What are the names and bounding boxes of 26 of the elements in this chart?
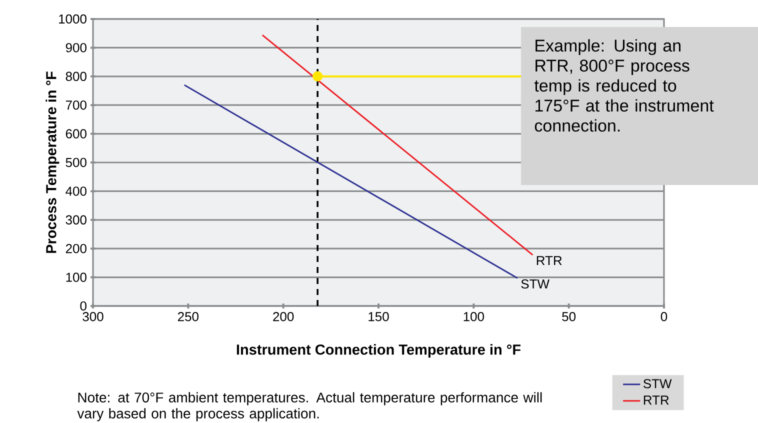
text: RTR — [536, 256, 562, 266]
x-tick-label: 250 — [178, 312, 199, 322]
x-tick-label: 200 — [273, 312, 294, 322]
legend-label: STW — [643, 379, 672, 388]
x-axis-title: Instrument Connection Temperature in °F — [236, 344, 520, 358]
annotation: Example: Using an RTR, 800°F process temp is reduced to 175°F at the instrument connection. — [534, 39, 714, 132]
y-tick-label: 1000 — [59, 14, 86, 24]
x-tick-label: 0 — [660, 312, 668, 322]
text: STW — [521, 279, 550, 289]
legend-label: RTR — [644, 396, 669, 405]
y-tick-label: 600 — [66, 129, 86, 138]
text: Note: at 70°F ambient temperatures. Actual temperature performance will vary based on the process application. — [77, 392, 542, 422]
y-axis-title: Process Temperature in °F — [46, 72, 60, 253]
x-tick-label: 50 — [562, 312, 576, 322]
y-tick-label: 100 — [66, 272, 86, 282]
y-tick-label: 900 — [66, 43, 86, 52]
y-tick-label: 700 — [66, 100, 86, 110]
x-tick-label: 100 — [464, 312, 484, 322]
x-tick-label: 300 — [82, 312, 104, 322]
y-tick-label: 300 — [66, 215, 86, 224]
x-tick-label: 150 — [368, 312, 389, 322]
y-tick-label: 200 — [66, 244, 86, 254]
y-tick-label: 500 — [66, 158, 86, 168]
y-tick-label: 400 — [66, 186, 86, 196]
y-tick-label: 800 — [66, 72, 86, 81]
y-tick-label: 0 — [80, 301, 86, 311]
